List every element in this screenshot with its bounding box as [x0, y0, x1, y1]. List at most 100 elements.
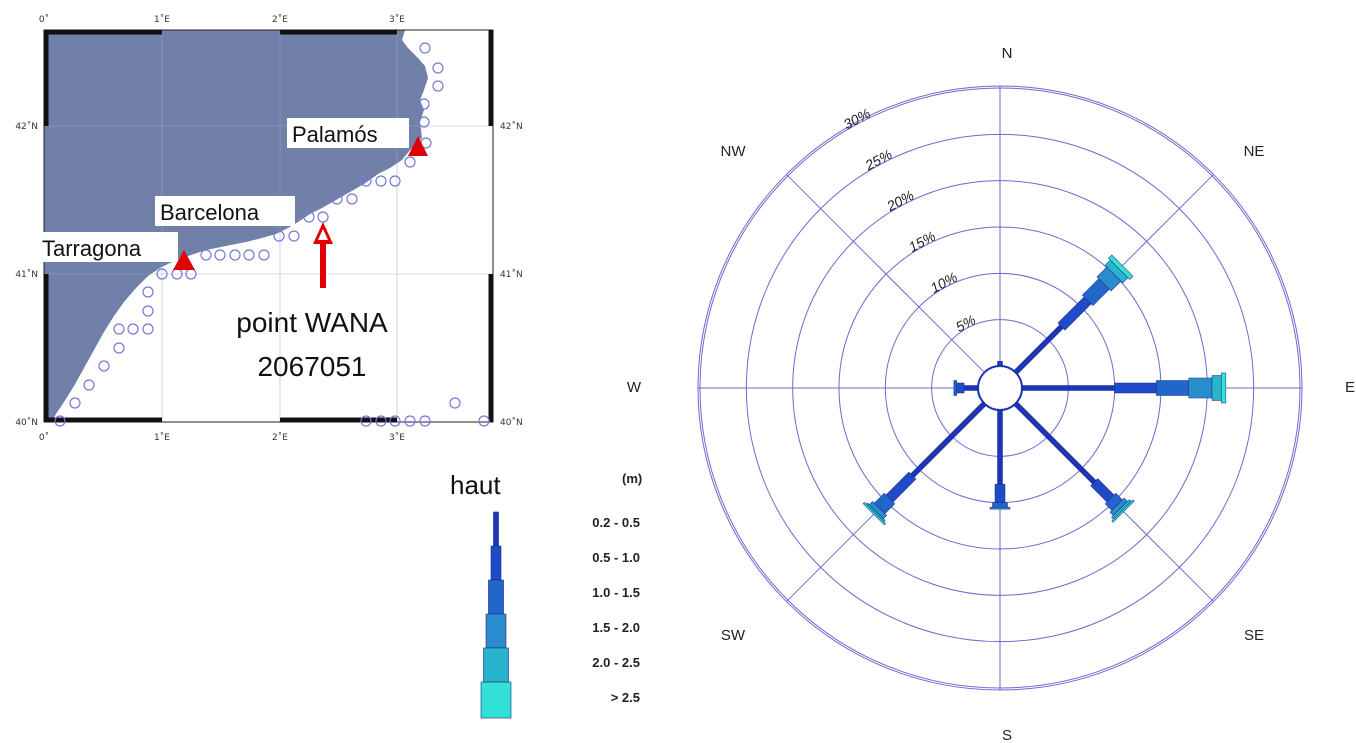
- grid-point: [142, 286, 154, 298]
- lon-tick-top-1: 1˚E: [154, 14, 170, 25]
- lat-tick-right-2: 40˚N: [500, 417, 523, 428]
- grid-point: [404, 156, 416, 168]
- grid-point: [54, 415, 66, 427]
- lon-tick-top-0: 0˚: [39, 14, 49, 25]
- lat-tick-left-2: 40˚N: [15, 417, 38, 428]
- grid-point: [404, 415, 416, 427]
- petal-e-class-1: [1114, 382, 1157, 394]
- petal-e-class-4: [1211, 375, 1222, 401]
- direction-label-nw: NW: [721, 143, 747, 160]
- ring-label: 25%: [862, 146, 895, 174]
- petal-w-class-1: [956, 382, 965, 394]
- grid-point: [113, 342, 125, 354]
- point-wana-id: 2067051: [257, 351, 366, 382]
- ring-label: 20%: [883, 187, 916, 215]
- grid-point: [156, 268, 168, 280]
- legend-labels: 0.2 - 0.5 0.5 - 1.0 1.0 - 1.5 1.5 - 2.0 2.0 …: [592, 515, 640, 705]
- wind-rose: 5% 10% 15% 20% 25% 30% N NE E SE S SW W NW: [627, 45, 1355, 743]
- city-tarragona: Tarragona: [42, 236, 142, 261]
- label-bg-barcelona: [155, 196, 295, 226]
- legend-title: haut: [450, 470, 501, 500]
- point-wana-arrow: [313, 222, 333, 288]
- location-map: 0˚ 1˚E 2˚E 3˚E 0˚ 1˚E 2˚E 3˚E 42˚N 41˚N …: [15, 14, 522, 443]
- grid-point: [346, 193, 358, 205]
- lat-tick-left-1: 41˚N: [15, 269, 38, 280]
- direction-label-se: SE: [1244, 627, 1264, 644]
- ring-label: 5%: [953, 311, 978, 335]
- point-wana-label: point WANA: [236, 307, 388, 338]
- legend-swatches: [480, 511, 512, 719]
- grid-point: [288, 230, 300, 242]
- petal-s-class-3: [989, 507, 1011, 510]
- grid-point: [113, 323, 125, 335]
- label-bg-palamos: [287, 118, 409, 148]
- ring-label: 15%: [906, 228, 938, 255]
- lat-tick-left-0: 42˚N: [15, 121, 38, 132]
- lon-tick-top-3: 3˚E: [389, 14, 405, 25]
- legend-label: 1.5 - 2.0: [592, 620, 640, 635]
- rose-petals: [862, 254, 1227, 526]
- grid-point: [360, 175, 372, 187]
- petal-sw-class-5: [862, 502, 886, 526]
- wana-grid-points: [54, 42, 490, 427]
- legend-label: 2.0 - 2.5: [592, 655, 640, 670]
- petal-sw-class-1: [885, 471, 917, 503]
- grid-point: [419, 415, 431, 427]
- grid-point: [142, 323, 154, 335]
- grid-point: [419, 42, 431, 54]
- legend-swatch: [483, 647, 509, 683]
- lat-tick-right-0: 42˚N: [500, 121, 523, 132]
- legend-label: 0.2 - 0.5: [592, 515, 640, 530]
- legend-swatch: [488, 579, 504, 615]
- direction-label-w: W: [627, 379, 642, 396]
- city-barcelona: Barcelona: [160, 200, 260, 225]
- grid-point: [432, 62, 444, 74]
- marker-palamos: [408, 136, 428, 156]
- map-frame-ticks: [43, 29, 494, 423]
- petal-s-class-1: [994, 483, 1006, 503]
- grid-point: [418, 116, 430, 128]
- direction-label-ne: NE: [1244, 143, 1265, 160]
- lon-tick-bottom-2: 2˚E: [272, 432, 288, 443]
- legend-swatch: [493, 511, 499, 547]
- label-bg-tarragona: [38, 232, 178, 262]
- city-palamos: Palamós: [292, 122, 378, 147]
- legend: haut (m) 0.2 - 0.5 0.5 - 1.0 1.0 - 1.5 1.5 …: [450, 470, 642, 719]
- grid-point: [389, 415, 401, 427]
- grid-point: [273, 230, 285, 242]
- petal-w-class-2: [953, 380, 957, 396]
- grid-point: [200, 249, 212, 261]
- petal-se-class-5: [1111, 499, 1135, 523]
- direction-label-n: N: [1002, 45, 1013, 62]
- petal-s-class-2: [992, 502, 1008, 508]
- petal-se-class-0: [1013, 401, 1097, 485]
- petal-ne-class-1: [1057, 296, 1092, 331]
- direction-label-s: S: [1002, 727, 1012, 743]
- grid-point: [258, 249, 270, 261]
- grid-point: [360, 415, 372, 427]
- grid-point: [142, 305, 154, 317]
- grid-point: [449, 397, 461, 409]
- grid-point: [127, 323, 139, 335]
- grid-point: [375, 415, 387, 427]
- grid-point: [389, 175, 401, 187]
- legend-label: 1.0 - 1.5: [592, 585, 640, 600]
- grid-point: [69, 397, 81, 409]
- petal-ne-class-5: [1108, 254, 1134, 280]
- grid-point: [331, 193, 343, 205]
- petal-ne-class-0: [1013, 324, 1064, 375]
- petal-s-class-0: [997, 409, 1003, 485]
- ring-label: 30%: [841, 105, 873, 132]
- lon-tick-bottom-3: 3˚E: [389, 432, 405, 443]
- map-frame: [43, 29, 494, 423]
- petal-n-class-0: [997, 361, 1003, 367]
- petal-e-class-2: [1156, 380, 1190, 396]
- rose-direction-labels: N NE E SE S SW W NW: [627, 45, 1355, 743]
- legend-unit: (m): [622, 471, 642, 486]
- petal-e-class-0: [1021, 385, 1115, 391]
- lon-tick-top-2: 2˚E: [272, 14, 288, 25]
- petal-e-class-5: [1220, 372, 1227, 404]
- lat-tick-right-1: 41˚N: [500, 269, 523, 280]
- grid-point: [303, 211, 315, 223]
